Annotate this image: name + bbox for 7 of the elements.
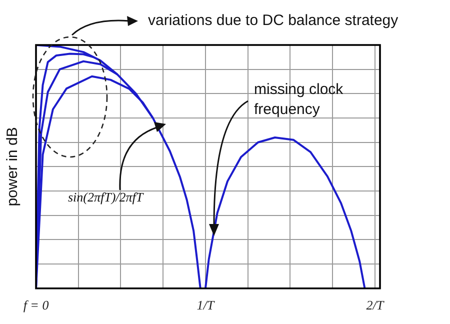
- x-tick-label: 1/T: [196, 298, 215, 313]
- annotation: sin(2πfT)/2πfT: [68, 189, 144, 204]
- text: variations due to DC balance strategy: [148, 12, 399, 30]
- y-axis-title: power in dB: [4, 127, 22, 206]
- x-tick-label: 2/T: [366, 298, 384, 313]
- annotation: missing clock frequency: [254, 81, 344, 118]
- x-tick-label: f = 0: [23, 298, 50, 313]
